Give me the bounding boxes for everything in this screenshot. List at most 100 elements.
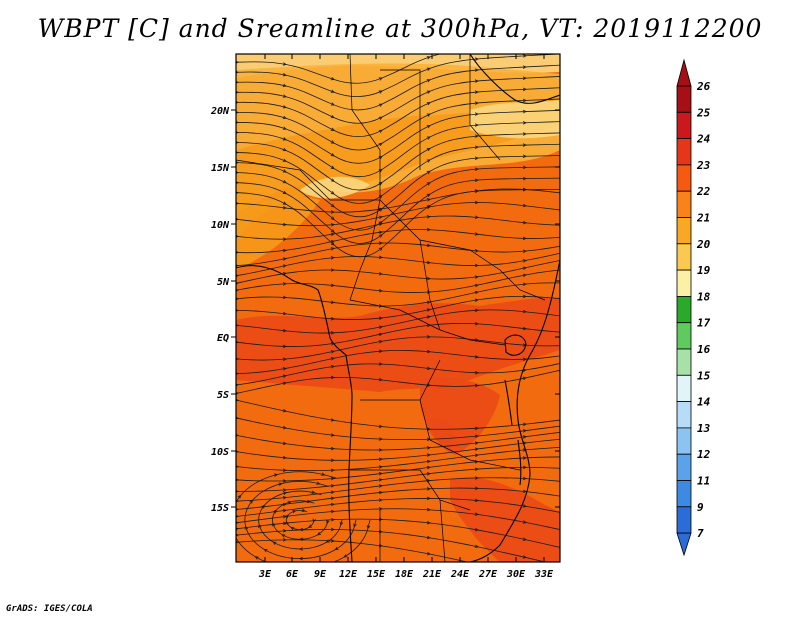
streamlines	[236, 54, 560, 565]
coast-east-africa	[469, 259, 560, 562]
streamline-arrow	[474, 290, 479, 295]
streamline-arrow	[330, 89, 335, 93]
streamline-arrow	[426, 487, 431, 491]
lat-tick-label: EQ	[217, 333, 229, 344]
streamline-arrow	[426, 290, 431, 294]
streamline-arrow	[298, 556, 303, 561]
streamline-arrow	[474, 215, 479, 219]
streamline-arrow	[330, 191, 335, 195]
streamline-arrow	[282, 83, 287, 88]
streamline-arrow	[474, 453, 479, 458]
streamline-arrow	[378, 457, 383, 461]
streamline-arrow	[282, 248, 287, 253]
streamline-arrow	[273, 509, 277, 514]
streamline-arrow	[282, 468, 287, 472]
streamline-arrow	[522, 504, 527, 508]
streamline-arrow	[330, 357, 335, 361]
streamline-arrow	[330, 165, 335, 170]
streamline-arrow	[282, 205, 287, 210]
streamline-arrow	[330, 539, 335, 543]
lon-tick-label: 6E	[286, 569, 299, 580]
streamline-arrow	[426, 182, 431, 186]
streamline-arrow	[378, 340, 383, 344]
streamline-arrow	[522, 368, 527, 372]
streamline-arrow	[378, 234, 383, 238]
colorbar-label: 19	[697, 264, 711, 277]
streamline-arrow	[522, 266, 527, 270]
streamline-arrow	[282, 455, 287, 460]
streamline-arrow	[330, 283, 335, 288]
streamline-arrow	[426, 366, 431, 371]
streamline-arrow	[378, 424, 383, 429]
streamline-arrow	[378, 507, 383, 511]
streamline-arrow	[330, 216, 335, 221]
streamline-arrow	[282, 190, 287, 194]
streamline-arrow	[290, 526, 295, 531]
colorbar-segment	[676, 295, 692, 324]
streamline-arrow	[325, 539, 330, 543]
streamline-arrow	[282, 180, 287, 184]
streamline-arrow	[474, 447, 479, 452]
streamline-arrow	[522, 87, 527, 92]
streamline-arrow	[326, 520, 330, 525]
country-border	[349, 54, 381, 200]
streamline-arrow	[474, 355, 479, 359]
streamline-arrow	[474, 249, 479, 253]
streamline-arrow	[378, 90, 383, 94]
colorbar-segment	[676, 111, 692, 140]
streamline-arrow	[522, 154, 527, 159]
streamline-arrow	[474, 57, 479, 61]
lon-tick-label: 21E	[422, 569, 442, 580]
colorbar-label: 24	[696, 133, 711, 146]
streamline-arrow	[522, 489, 527, 494]
colorbar-label: 9	[697, 501, 704, 514]
streamline-arrow	[378, 255, 383, 260]
streamline-arrow	[522, 65, 527, 69]
streamline-arrow	[426, 496, 431, 501]
field-band-transition	[236, 195, 320, 270]
streamline-arrow	[271, 522, 276, 527]
streamline-arrow	[474, 123, 479, 127]
country-border	[439, 329, 506, 346]
lat-tick-label: 5N	[217, 277, 230, 288]
streamline-arrow	[282, 94, 287, 98]
streamline-arrow	[330, 375, 335, 380]
streamline-arrow	[475, 562, 478, 565]
streamline-arrow	[301, 508, 306, 512]
streamline-arrow	[282, 479, 287, 483]
streamline-arrow	[330, 527, 335, 532]
streamline-arrow	[522, 448, 527, 452]
streamline-arrow	[378, 484, 383, 488]
colorbar-label: 17	[697, 317, 711, 330]
streamline-arrow	[522, 465, 527, 470]
streamline-arrow	[330, 502, 335, 507]
streamline-arrow	[378, 490, 383, 495]
colorbar-segment	[676, 138, 692, 166]
streamline-arrow	[426, 300, 431, 305]
streamline-arrow	[278, 482, 283, 486]
streamline-arrow	[282, 201, 287, 205]
streamline-arrow	[244, 525, 248, 530]
colorbar: 26 25 24 23 22 21 20 19 18 17 16 15 14 13 12 11 9 7	[676, 58, 711, 557]
streamline-arrow	[378, 448, 383, 452]
streamline-arrow	[426, 446, 431, 450]
streamline-arrow	[330, 365, 335, 369]
grads-credit: GrADS: IGES/COLA	[6, 604, 93, 614]
streamline-arrow	[474, 476, 479, 480]
streamline-arrow	[474, 263, 479, 268]
streamline-arrow	[282, 311, 287, 316]
streamline-arrow	[474, 298, 479, 302]
streamline-arrow	[522, 435, 527, 439]
colorbar-label: 11	[697, 475, 710, 488]
streamline-arrow	[426, 125, 431, 129]
streamline-arrow	[292, 509, 297, 514]
streamline-arrow	[426, 243, 431, 248]
streamline-vortex	[244, 481, 357, 560]
country-border	[349, 199, 381, 301]
streamline-arrow	[316, 531, 321, 536]
country-border	[419, 239, 441, 331]
streamline-arrow	[339, 521, 344, 526]
streamline-arrow	[522, 422, 527, 427]
streamline-arrow	[282, 257, 287, 261]
streamline-arrow	[378, 247, 383, 251]
